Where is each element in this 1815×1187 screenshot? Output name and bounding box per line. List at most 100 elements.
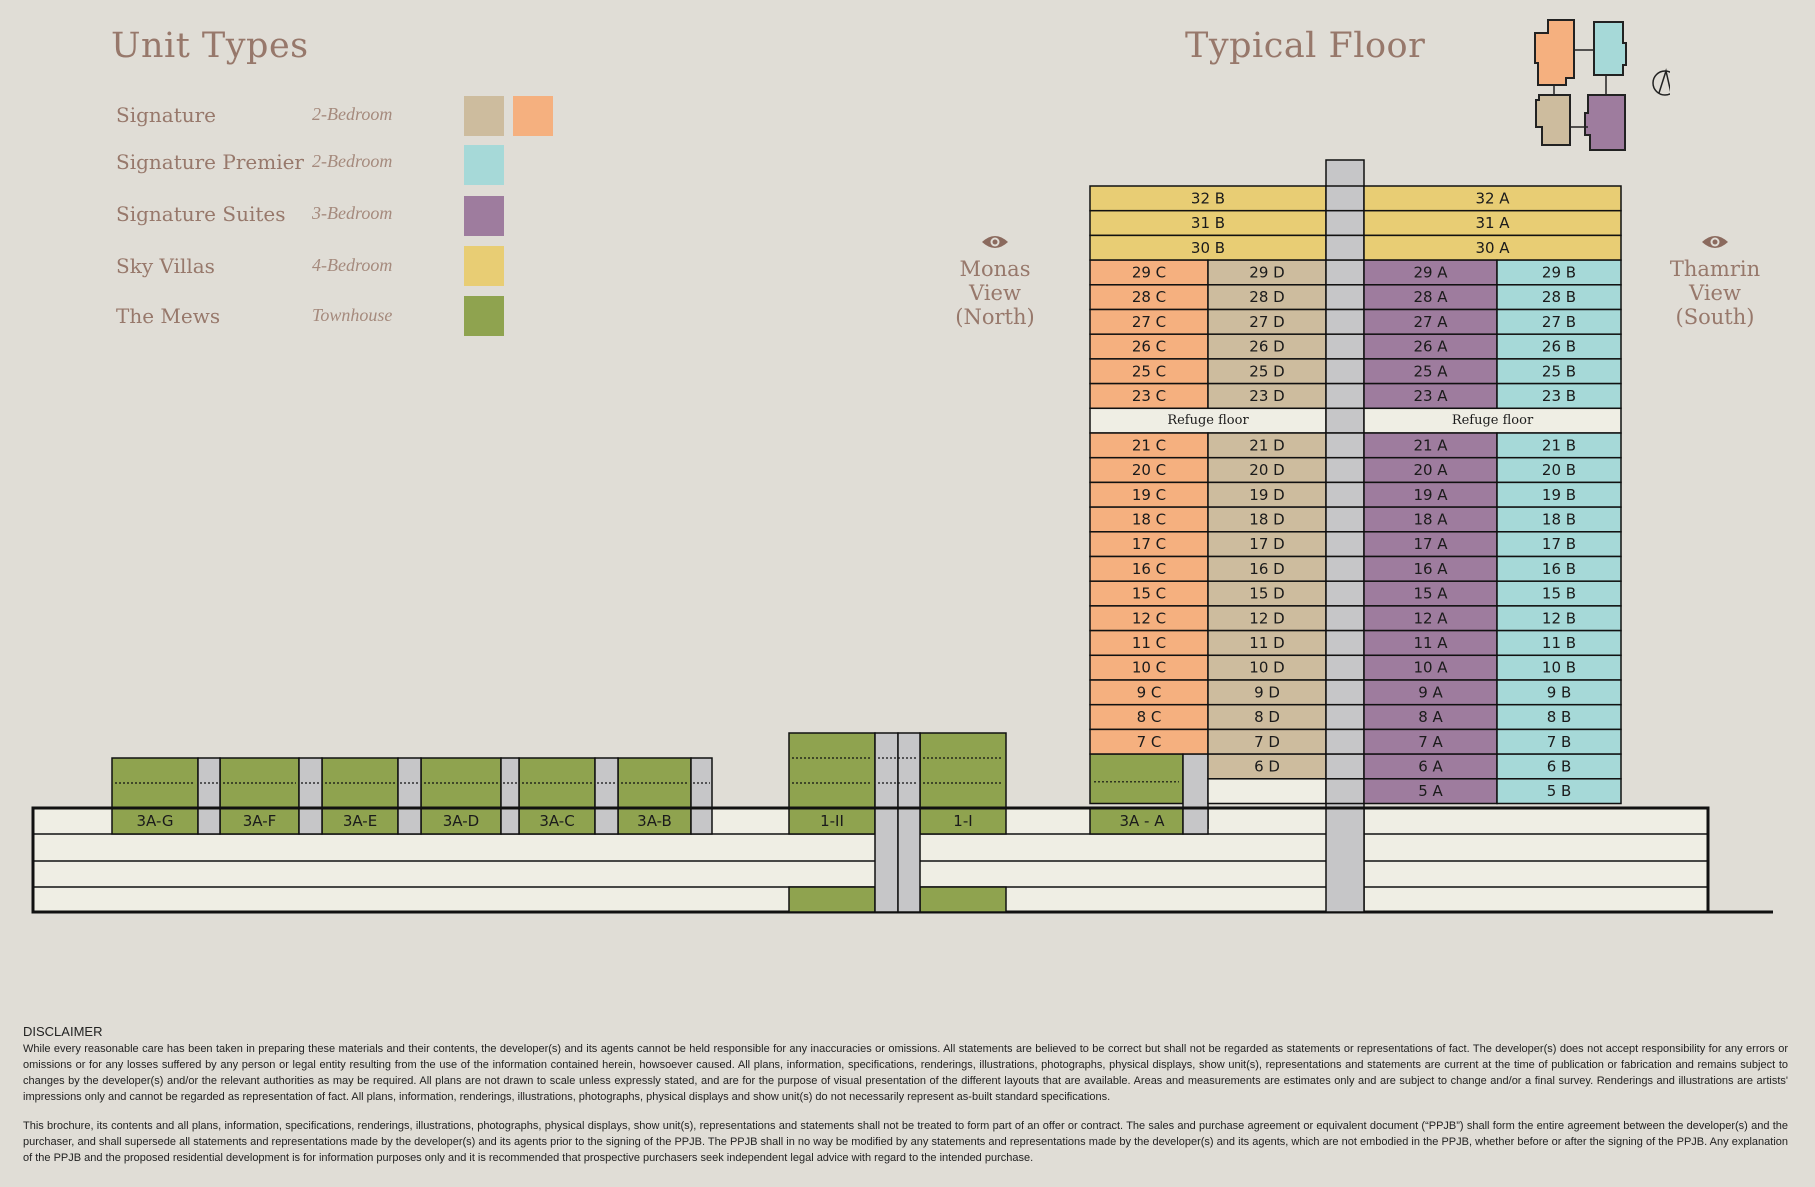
unit-b-label: 29 B: [1542, 263, 1576, 281]
mews-basement-unit: [788, 886, 876, 913]
mews-label: 3A-G: [136, 812, 173, 830]
key-plan: [1534, 19, 1670, 151]
unit-d: [1207, 605, 1327, 632]
unit-c-label: 9 C: [1137, 683, 1162, 701]
mews-label: 1-I: [953, 812, 972, 830]
unit-b-label: 11 B: [1542, 634, 1576, 652]
legend-swatch-suites: [464, 196, 504, 236]
unit-b: [1496, 333, 1622, 360]
unit-c: [1089, 531, 1209, 558]
core-cell: [1325, 531, 1365, 558]
unit-b-label: 6 B: [1547, 757, 1572, 775]
unit-a: [1363, 531, 1498, 558]
unit-a-label: 6 A: [1418, 757, 1443, 775]
sky-villa-unit: [1363, 234, 1622, 261]
legend-name-mews: The Mews: [116, 304, 221, 328]
unit-c-label: 19 C: [1132, 486, 1166, 504]
unit-d-label: 28 D: [1249, 288, 1284, 306]
unit-d: [1207, 728, 1327, 755]
legend-type-villas: 4-Bedroom: [312, 255, 393, 275]
unit-c-label: 10 C: [1132, 659, 1166, 677]
mews-basement-unit: [919, 886, 1007, 913]
mews-unit: [420, 757, 502, 835]
refuge-floor-label: Refuge floor: [1452, 413, 1534, 428]
unit-d-label: 21 D: [1249, 436, 1284, 454]
unit-a: [1363, 778, 1498, 805]
unit-b-label: 23 B: [1542, 387, 1576, 405]
legend-swatch-mews: [464, 296, 504, 336]
mews-unit: [321, 757, 399, 835]
core-cell: [1325, 333, 1365, 360]
core-cell: [1325, 259, 1365, 286]
unit-a: [1363, 629, 1498, 657]
unit-a-label: 12 A: [1413, 609, 1448, 627]
unit-a-label: 9 A: [1418, 683, 1443, 701]
sky-villa-label: 32 B: [1191, 189, 1225, 207]
unit-a-label: 16 A: [1413, 560, 1448, 578]
building-section-diagram: 32 B 32 A 31 B 31 A 30 B 30 A 29 C 29 D 29 A 29 B…: [31, 159, 1773, 914]
unit-a-label: 5 A: [1418, 782, 1443, 800]
unit-d-label: 19 D: [1249, 486, 1284, 504]
unit-a-label: 17 A: [1413, 535, 1448, 553]
unit-b-label: 27 B: [1542, 313, 1576, 331]
unit-a-label: 15 A: [1413, 585, 1448, 603]
unit-c-label: 12 C: [1132, 609, 1166, 627]
unit-a-label: 21 A: [1413, 436, 1448, 454]
unit-a-label: 10 A: [1413, 659, 1448, 677]
unit-a-label: 20 A: [1413, 461, 1448, 479]
sky-villa-unit: [1089, 234, 1327, 261]
disclaimer-title: DISCLAIMER: [23, 1024, 103, 1039]
mews-label: 3A-D: [443, 812, 479, 830]
unit-a-label: 26 A: [1413, 338, 1448, 356]
monas-view-line1: Monas View: [959, 257, 1031, 305]
compass-north-icon: [1652, 70, 1670, 96]
thamrin-view-line2: (South): [1675, 305, 1755, 329]
unit-a-label: 11 A: [1413, 634, 1448, 652]
unit-d: [1207, 703, 1327, 731]
unit-d-label: 7 D: [1254, 733, 1280, 751]
unit-b-label: 5 B: [1547, 782, 1572, 800]
unit-types-heading: Unit Types: [111, 26, 309, 66]
unit-c-label: 26 C: [1132, 338, 1166, 356]
refuge-floor-label: Refuge floor: [1167, 413, 1249, 428]
core-cell: [1325, 185, 1365, 212]
unit-d-label: 6 D: [1254, 757, 1280, 775]
core-cell: [1325, 728, 1365, 755]
legend-type-suites: 3-Bedroom: [312, 203, 393, 223]
core-cell: [1325, 481, 1365, 508]
unit-d: [1207, 654, 1327, 681]
unit-c-label: 20 C: [1132, 461, 1166, 479]
mews-label-3a-a: 3A - A: [1119, 812, 1165, 830]
unit-d-label: 26 D: [1249, 338, 1284, 356]
unit-a: [1363, 703, 1498, 731]
unit-c-label: 11 C: [1132, 634, 1166, 652]
core-cell: [1325, 654, 1365, 681]
unit-a-label: 19 A: [1413, 486, 1448, 504]
unit-b-label: 17 B: [1542, 535, 1576, 553]
legend-name-villas: Sky Villas: [116, 254, 215, 278]
unit-d-label: 29 D: [1249, 263, 1284, 281]
core-cell: [1325, 605, 1365, 632]
unit-d-label: 9 D: [1254, 683, 1280, 701]
unit-d-label: 17 D: [1249, 535, 1284, 553]
unit-c: [1089, 284, 1209, 311]
unit-d: [1207, 308, 1327, 335]
mews-label: 3A-E: [343, 812, 377, 830]
core-cell: [1325, 432, 1365, 459]
legend-swatch-villas: [464, 246, 504, 286]
unit-d-label: 25 D: [1249, 362, 1284, 380]
disclaimer-paragraph-1: While every reasonable care has been tak…: [23, 1043, 1788, 1103]
mews-stair-core: [897, 732, 921, 913]
disclaimer-paragraph-2: This brochure, its contents and all plan…: [23, 1120, 1788, 1164]
unit-d: [1207, 753, 1327, 780]
unit-b-label: 12 B: [1542, 609, 1576, 627]
unit-b-label: 16 B: [1542, 560, 1576, 578]
mews-unit: [219, 757, 300, 835]
mews-label: 3A-B: [637, 812, 672, 830]
unit-b: [1496, 728, 1622, 755]
unit-d-label: 27 D: [1249, 313, 1284, 331]
unit-d-label: 12 D: [1249, 609, 1284, 627]
unit-d-label: 15 D: [1249, 585, 1284, 603]
unit-b: [1496, 580, 1622, 607]
unit-c: [1089, 456, 1209, 484]
